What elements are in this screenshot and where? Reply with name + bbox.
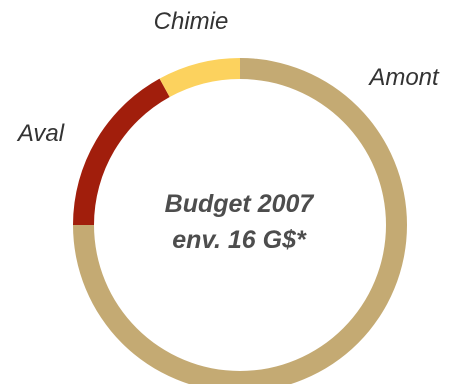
donut-slices (73, 58, 407, 384)
slice-label-chimie: Chimie (154, 8, 229, 35)
slice-aval (73, 78, 170, 225)
center-subtitle: env. 16 G$* (172, 226, 307, 254)
slice-label-amont: Amont (367, 64, 440, 91)
center-title: Budget 2007 (165, 190, 315, 218)
slice-chimie (159, 58, 240, 98)
slice-label-aval: Aval (16, 120, 65, 147)
